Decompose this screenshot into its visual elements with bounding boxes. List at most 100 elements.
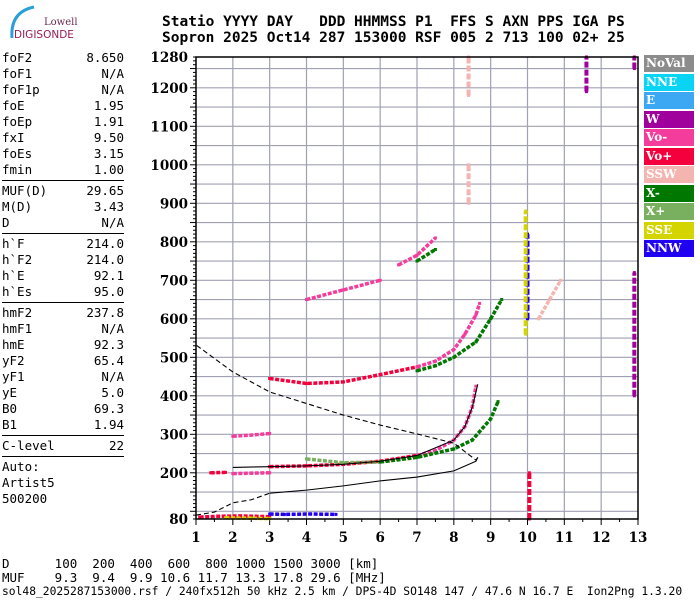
echo-point [223, 516, 227, 520]
svg-text:DIGISONDE: DIGISONDE [14, 29, 74, 40]
param-name: MUF(D) [2, 183, 48, 198]
y-tick-label: 1000 [150, 158, 188, 174]
x-tick-label: 5 [339, 530, 348, 546]
y-tick-label: 80 [169, 512, 188, 528]
y-tick-label: 500 [160, 350, 188, 366]
header-values: Sopron 2025 Oct14 287 153000 RSF 005 2 7… [162, 30, 625, 46]
fitted-o-trace [232, 384, 479, 468]
echo-point [305, 457, 308, 461]
echo-point [433, 364, 437, 368]
param-value: N/A [101, 369, 124, 384]
param-value: N/A [101, 215, 124, 230]
echo-point [268, 515, 272, 519]
param-row: h`E 92.1 [2, 268, 124, 284]
param-row: yF1 N/A [2, 369, 124, 385]
param-row: h`F2 214.0 [2, 252, 124, 268]
param-row: foF1p N/A [2, 82, 124, 98]
param-row: fxI 9.50 [2, 130, 124, 146]
y-tick-label: 200 [160, 466, 188, 482]
param-name: D [2, 215, 10, 230]
legend-vominus: Vo- [644, 129, 694, 147]
y-tick-label: 1100 [150, 119, 188, 135]
param-row: C-level 22 [2, 438, 124, 454]
param-name: h`E [2, 268, 25, 283]
echo-point [452, 348, 456, 352]
x-tick-label: 12 [592, 530, 611, 546]
echo-point [559, 278, 563, 282]
echo-point [268, 512, 272, 516]
echo-point [463, 332, 467, 336]
scaled-parameters-panel: foF2 8.650 foF1 N/A foF1p N/A foE 1.95 foEp 1.91 f… [2, 50, 124, 507]
echo-point [231, 434, 235, 438]
echo-point [334, 512, 338, 516]
svg-text:Lowell: Lowell [44, 17, 78, 28]
param-value: 3.15 [93, 146, 124, 161]
polarization-legend: NoVal NNE E W Vo- Vo+ SSW X- X+ SSE NNW [644, 55, 694, 259]
param-row: yF2 65.4 [2, 353, 124, 369]
trace-vo- [231, 471, 272, 476]
echo-point [415, 369, 419, 373]
trace-w [632, 271, 637, 398]
trace-line [416, 302, 482, 369]
param-name: foEs [2, 146, 33, 161]
echo-point [474, 313, 478, 317]
param-row: MUF(D) 29.65 [2, 183, 124, 199]
echo-point [231, 472, 235, 476]
separator [2, 233, 124, 234]
param-row: foF2 8.650 [2, 50, 124, 66]
echo-point [632, 394, 636, 398]
trace-vo- [231, 431, 272, 438]
trace-line [306, 278, 381, 302]
param-row: foE 1.95 [2, 98, 124, 114]
echo-point [474, 384, 478, 388]
echo-point [415, 259, 419, 263]
density-profile-solid [269, 457, 479, 494]
param-value: N/A [101, 66, 124, 81]
echo-point [249, 471, 253, 475]
echo-point [415, 253, 419, 257]
param-value: 3.43 [93, 199, 124, 214]
x-tick-label: 13 [629, 530, 648, 546]
param-name: hmF2 [2, 305, 33, 320]
param-name: h`F2 [2, 252, 33, 267]
echo-point [216, 514, 220, 518]
autoscaling-info: 500200 [2, 491, 48, 506]
trace-ssw [537, 278, 563, 321]
echo-point [308, 512, 312, 516]
param-name: B1 [2, 417, 18, 432]
echo-point [249, 516, 253, 520]
trace-line [199, 514, 270, 519]
echo-point [378, 460, 382, 464]
y-tick-label: 1200 [150, 81, 188, 97]
param-value: 1.00 [93, 162, 124, 177]
trace-line [416, 248, 437, 263]
trace-nnw [268, 512, 338, 517]
echo-point [470, 438, 474, 442]
x-tick-label: 4 [302, 530, 311, 546]
separator [2, 435, 124, 436]
echo-point [452, 355, 456, 359]
echo-point [524, 332, 528, 336]
legend-xminus: X- [644, 184, 694, 202]
x-tick-label: 7 [412, 530, 421, 546]
echo-point [198, 515, 202, 519]
param-value: 214.0 [86, 252, 124, 267]
trace-ssw [466, 163, 471, 205]
trace-vo+ [198, 514, 272, 519]
param-value: 1.91 [93, 114, 124, 129]
param-name: h`Es [2, 284, 33, 299]
echo-point [524, 209, 528, 213]
echo-point [537, 317, 541, 321]
trace-line [397, 236, 437, 267]
param-name: foE [2, 98, 25, 113]
echo-point [415, 455, 419, 459]
trace-line [416, 298, 504, 373]
echo-point [500, 298, 504, 302]
lowell-digisonde-logo: Lowell DIGISONDE [10, 5, 78, 40]
density-profile-upper-dashed [195, 344, 479, 461]
echo-point [489, 417, 493, 421]
y-tick-label: 800 [160, 235, 188, 251]
separator [2, 456, 124, 457]
echo-point [209, 471, 213, 475]
echo-point [632, 271, 636, 275]
